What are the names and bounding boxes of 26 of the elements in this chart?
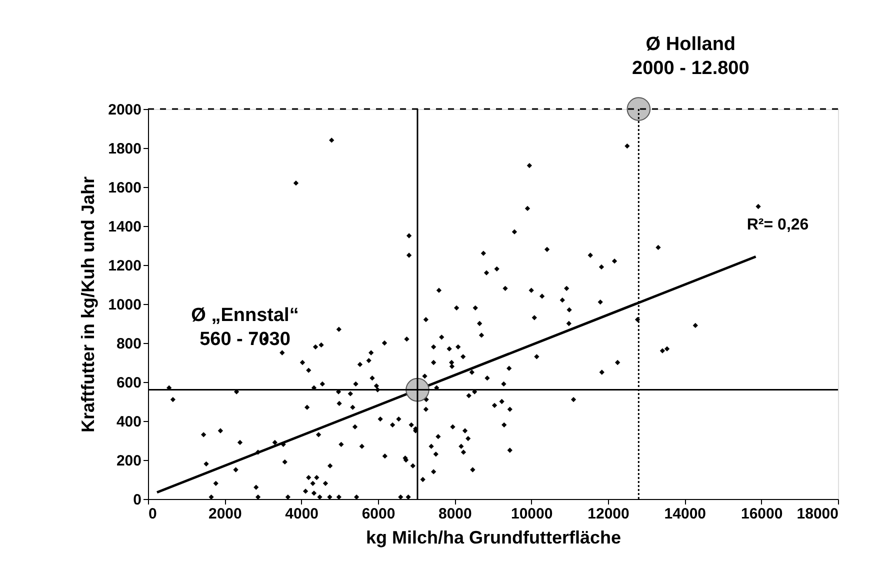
y-tick-label: 600 xyxy=(116,374,142,392)
y-tick-label: 1800 xyxy=(108,140,142,158)
x-tick-label: 16000 xyxy=(740,506,783,522)
x-tick-label: 12000 xyxy=(588,506,630,522)
y-tick-label: 1600 xyxy=(108,180,142,196)
y-tick-label: 1400 xyxy=(108,218,142,236)
y-tick-label: 1200 xyxy=(108,258,142,274)
y-tick-label: 0 xyxy=(133,492,142,508)
y-tick-label: 200 xyxy=(116,452,142,470)
y-tick-label: 1000 xyxy=(108,296,142,314)
annotation: Ø Holland 2000 - 12.800 xyxy=(632,34,750,79)
x-tick-label: 4000 xyxy=(285,506,319,522)
x-tick-label: 2000 xyxy=(208,506,242,522)
x-tick-label: 10000 xyxy=(510,506,553,522)
y-tick-label: 400 xyxy=(116,414,142,430)
x-tick-label: 18000 xyxy=(796,506,838,522)
y-axis-title: Kraftfutter in kg/Kuh und Jahr xyxy=(78,176,98,432)
annotation: R²= 0,26 xyxy=(746,216,809,234)
x-tick-label: 8000 xyxy=(438,506,472,522)
x-tick-label: 6000 xyxy=(362,506,396,522)
x-tick-label: 14000 xyxy=(664,506,706,522)
x-tick-label: 0 xyxy=(148,506,157,522)
y-tick-label: 800 xyxy=(116,336,142,352)
x-axis-title: kg Milch/ha Grundfutterfläche xyxy=(366,528,622,548)
y-tick-label: 2000 xyxy=(108,102,142,118)
annotation: Ø „Ennstal“ 560 - 7030 xyxy=(191,305,299,350)
